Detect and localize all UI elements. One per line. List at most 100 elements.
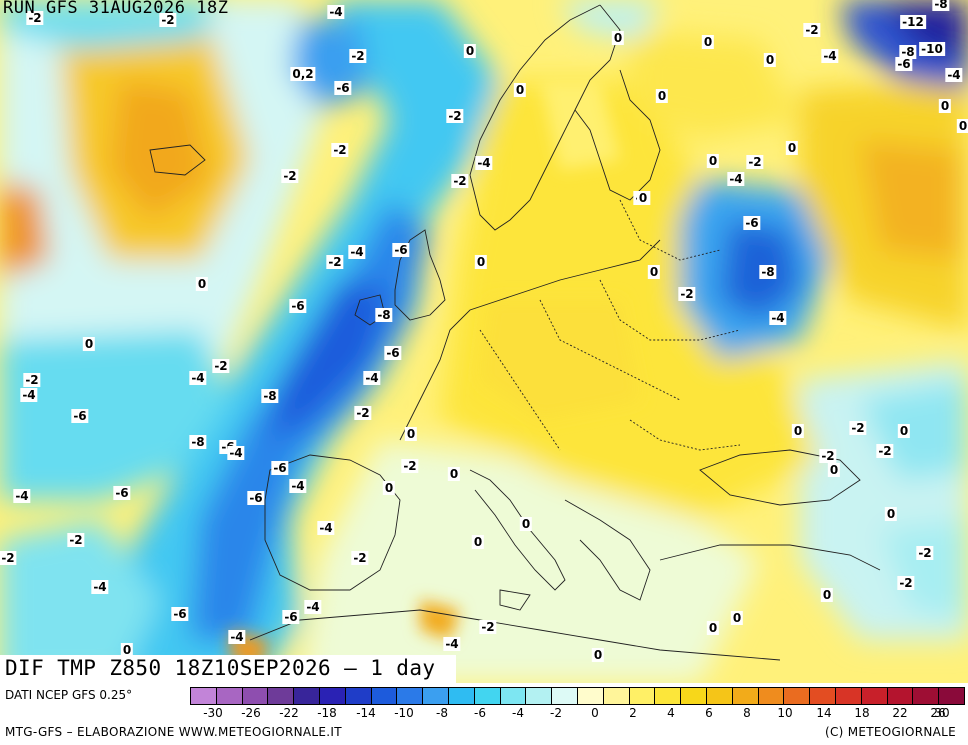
scale-tick-label: 6	[705, 706, 713, 720]
coastlines	[149, 4, 881, 661]
color-swatch	[706, 688, 733, 704]
scale-tick-label: 30	[934, 706, 950, 720]
contour-label: 0	[404, 427, 418, 441]
scale-tick-label: 14	[816, 706, 832, 720]
contour-label: 0	[636, 191, 650, 205]
color-swatch	[784, 688, 811, 704]
contour-label: -6	[289, 299, 307, 313]
contour-label: -6	[895, 57, 913, 71]
contour-label: 0	[827, 463, 841, 477]
color-swatch	[655, 688, 682, 704]
color-swatch	[242, 688, 269, 704]
scale-tick-label: -6	[474, 706, 486, 720]
contour-label: -4	[945, 68, 963, 82]
scale-tick-label: -2	[550, 706, 562, 720]
color-swatch	[810, 688, 836, 704]
contour-label: 0	[820, 588, 834, 602]
contour-label: -4	[304, 600, 322, 614]
contour-label: -2	[401, 459, 419, 473]
run-title: RUN GFS 31AUG2026 18Z	[3, 0, 229, 18]
contour-label: -6	[282, 610, 300, 624]
contour-label: 0	[591, 648, 605, 662]
contour-label: -2	[326, 255, 344, 269]
contour-label: -6	[392, 243, 410, 257]
contour-label: -4	[769, 311, 787, 325]
color-swatch	[629, 688, 656, 704]
contour-label: -4	[13, 489, 31, 503]
color-swatch	[216, 688, 243, 704]
color-swatch	[448, 688, 475, 704]
scale-tick-label: 18	[854, 706, 870, 720]
contour-label: 0	[519, 517, 533, 531]
color-swatch	[397, 688, 424, 704]
contour-label: -12	[900, 15, 926, 29]
contour-label: -6	[71, 409, 89, 423]
color-swatch	[732, 688, 759, 704]
color-swatch	[500, 688, 527, 704]
scale-tick-label: 26	[930, 706, 946, 720]
contour-label: -6	[271, 461, 289, 475]
contour-label: -2	[849, 421, 867, 435]
color-swatch	[835, 688, 862, 704]
contour-label: -2	[351, 551, 369, 565]
scale-tick-label: -22	[279, 706, 299, 720]
contour-label: -8	[375, 308, 393, 322]
contour-label: 0	[611, 31, 625, 45]
color-swatch	[603, 688, 630, 704]
contour-label: 0,2	[290, 67, 316, 81]
contour-label: 0	[938, 99, 952, 113]
contour-label: 0	[120, 643, 134, 657]
color-swatch	[526, 688, 553, 704]
contour-label: 0	[884, 507, 898, 521]
color-swatch	[552, 688, 578, 704]
contour-label: -2	[23, 373, 41, 387]
contour-label: -4	[327, 5, 345, 19]
contour-label: -6	[334, 81, 352, 95]
contour-label: 0	[763, 53, 777, 67]
contour-label: -4	[289, 479, 307, 493]
contour-label: -4	[91, 580, 109, 594]
contour-label: -8	[759, 265, 777, 279]
contour-label: -2	[0, 551, 17, 565]
color-swatch	[939, 688, 964, 704]
scale-tick-label: -14	[356, 706, 376, 720]
contour-label: -8	[932, 0, 950, 11]
color-swatch	[474, 688, 501, 704]
contour-label: -2	[26, 11, 44, 25]
contour-label: -2	[67, 533, 85, 547]
contour-label: -4	[227, 446, 245, 460]
contour-label: 0	[655, 89, 669, 103]
contour-label: -4	[317, 521, 335, 535]
contour-label: -6	[247, 491, 265, 505]
contour-label: -2	[876, 444, 894, 458]
contour-label: 0	[647, 265, 661, 279]
color-swatch	[191, 688, 217, 704]
color-swatch	[319, 688, 346, 704]
scale-tick-label: 2	[629, 706, 637, 720]
contour-label: 0	[82, 337, 96, 351]
scale-tick-label: -4	[512, 706, 524, 720]
color-swatch	[681, 688, 707, 704]
contour-label: -4	[228, 630, 246, 644]
contour-label: -4	[348, 245, 366, 259]
contour-label: 0	[447, 467, 461, 481]
color-swatch	[577, 688, 604, 704]
contour-label: -10	[919, 42, 945, 56]
color-swatch	[758, 688, 785, 704]
contour-label: -4	[20, 388, 38, 402]
weather-map: RUN GFS 31AUG2026 18Z -2 -2 -4 -8 -12 -8 -10 -6…	[0, 0, 968, 683]
temperature-anomaly-field	[0, 0, 968, 683]
color-swatch	[861, 688, 888, 704]
contour-label: -8	[261, 389, 279, 403]
contour-label: -2	[916, 546, 934, 560]
contour-label: 0	[785, 141, 799, 155]
contour-label: -2	[819, 449, 837, 463]
color-scale-ticks: -30 -26 -22 -18 -14 -10 -8 -6 -4 -2 0 2 4 6 8 10 14 18 22 2…	[190, 706, 965, 722]
contour-label: 0	[463, 44, 477, 58]
contour-label: -2	[678, 287, 696, 301]
contour-label: -4	[443, 637, 461, 651]
contour-label: 0	[897, 424, 911, 438]
contour-label: 0	[701, 35, 715, 49]
contour-label: 0	[730, 611, 744, 625]
contour-label: -6	[171, 607, 189, 621]
